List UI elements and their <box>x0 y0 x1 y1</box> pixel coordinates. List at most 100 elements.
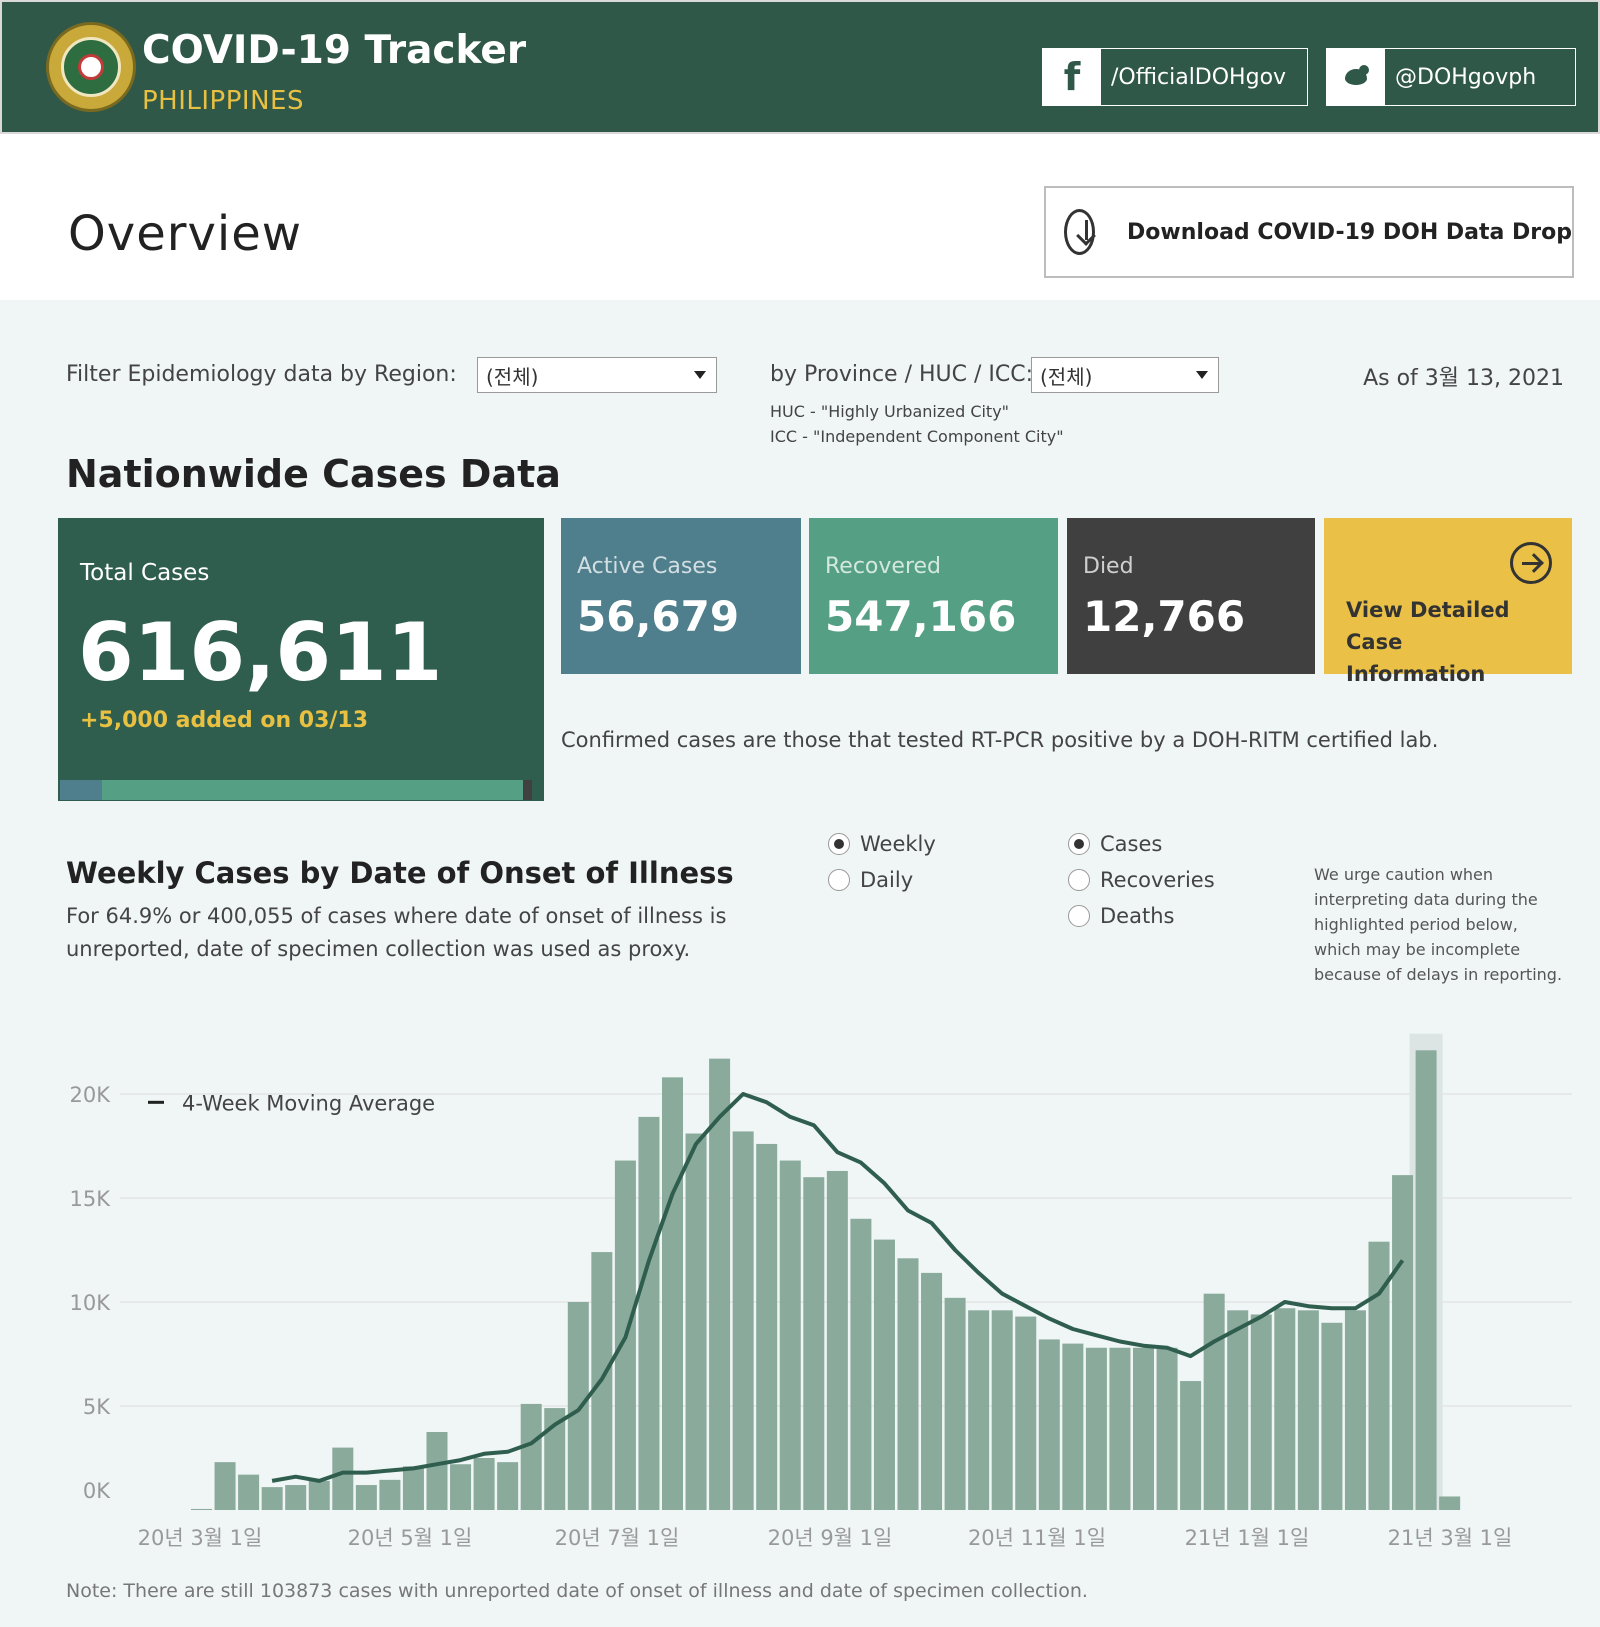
bar <box>191 1508 212 1510</box>
confirmed-cases-note: Confirmed cases are those that tested RT… <box>561 728 1439 752</box>
bar <box>709 1058 731 1510</box>
province-filter-label: by Province / HUC / ICC: <box>770 362 1034 387</box>
province-select[interactable]: (전체) <box>1031 357 1219 393</box>
x-tick-label: 21년 3월 1일 <box>1388 1526 1513 1550</box>
x-tick-label: 21년 1월 1일 <box>1185 1526 1310 1550</box>
province-select-value: (전체) <box>1040 364 1093 389</box>
as-of-date: As of 3월 13, 2021 <box>1363 366 1564 391</box>
bar <box>1062 1343 1084 1510</box>
recovered-share-segment <box>102 780 523 800</box>
radio-cases[interactable]: Cases <box>1068 832 1162 856</box>
bar <box>379 1479 401 1510</box>
radio-daily[interactable]: Daily <box>828 868 913 892</box>
radio-deaths-label: Deaths <box>1100 904 1175 928</box>
bar <box>850 1218 872 1510</box>
view-detailed-label: View Detailed Case Information <box>1346 598 1510 686</box>
bar <box>402 1466 424 1510</box>
arrow-right-circle-icon <box>1510 542 1552 584</box>
chevron-down-icon <box>1196 371 1208 379</box>
bar <box>1085 1347 1107 1510</box>
bar <box>1203 1293 1225 1510</box>
caution-note: We urge caution when interpreting data d… <box>1314 865 1563 984</box>
bar <box>332 1447 354 1510</box>
bar <box>803 1177 825 1510</box>
bar <box>1180 1381 1202 1510</box>
bar <box>238 1474 260 1510</box>
region-select[interactable]: (전체) <box>477 357 717 393</box>
active-cases-card: Active Cases 56,679 <box>561 518 801 674</box>
twitter-icon <box>1327 49 1385 105</box>
bar <box>921 1272 943 1510</box>
legend-label: 4-Week Moving Average <box>182 1091 435 1115</box>
y-tick-label: 5K <box>83 1395 111 1419</box>
y-tick-label: 0K <box>83 1479 111 1503</box>
recovered-label: Recovered <box>825 554 942 579</box>
facebook-link[interactable]: f /OfficialDOHgov <box>1042 48 1308 106</box>
bar <box>1038 1339 1060 1510</box>
recovered-value: 547,166 <box>825 592 1017 641</box>
bar <box>1109 1347 1131 1510</box>
bar <box>1133 1347 1154 1510</box>
died-card: Died 12,766 <box>1067 518 1315 674</box>
bar <box>1250 1314 1272 1510</box>
recovered-card: Recovered 547,166 <box>809 518 1058 674</box>
x-tick-label: 20년 3월 1일 <box>138 1526 263 1550</box>
radio-deaths[interactable]: Deaths <box>1068 904 1174 928</box>
app-header: COVID-19 Tracker PHILIPPINES f /Official… <box>0 0 1600 134</box>
chart-footnote: Note: There are still 103873 cases with … <box>66 1580 1088 1602</box>
y-tick-label: 10K <box>70 1291 112 1315</box>
x-tick-label: 20년 11월 1일 <box>968 1526 1106 1550</box>
facebook-handle: /OfficialDOHgov <box>1111 64 1287 90</box>
bar <box>308 1480 330 1510</box>
died-value: 12,766 <box>1083 592 1246 641</box>
download-icon <box>1064 209 1096 255</box>
bar <box>779 1160 801 1510</box>
cases-composition-bar <box>60 780 532 800</box>
bar <box>1321 1322 1343 1510</box>
chevron-down-icon <box>694 371 706 379</box>
total-cases-card: Total Cases 616,611 +5,000 added on 03/1… <box>58 518 544 801</box>
bar <box>873 1239 895 1510</box>
bar <box>497 1462 519 1510</box>
radio-dot-icon <box>828 833 850 855</box>
bar <box>1227 1310 1249 1510</box>
bar <box>567 1302 589 1510</box>
region-filter-label: Filter Epidemiology data by Region: <box>66 362 457 387</box>
radio-weekly[interactable]: Weekly <box>828 832 936 856</box>
region-select-value: (전체) <box>486 364 539 389</box>
bar <box>473 1458 495 1510</box>
bar <box>1297 1310 1319 1510</box>
download-label: Download COVID-19 DOH Data Drop <box>1127 219 1572 245</box>
bar <box>1415 1050 1437 1510</box>
total-cases-label: Total Cases <box>80 560 210 586</box>
x-tick-label: 20년 5월 1일 <box>348 1526 473 1550</box>
radio-recoveries[interactable]: Recoveries <box>1068 868 1215 892</box>
bar <box>355 1485 377 1510</box>
bar <box>897 1258 919 1510</box>
bar <box>826 1170 848 1510</box>
bar <box>520 1403 542 1510</box>
view-detailed-case-button[interactable]: View Detailed Case Information <box>1324 518 1572 686</box>
nationwide-section-title: Nationwide Cases Data <box>66 452 561 496</box>
download-data-button[interactable]: Download COVID-19 DOH Data Drop <box>1044 186 1574 278</box>
radio-dot-icon <box>1068 905 1090 927</box>
bar <box>1015 1316 1037 1510</box>
bar <box>544 1408 566 1510</box>
bar <box>638 1116 660 1510</box>
bar <box>968 1310 990 1510</box>
radio-recoveries-label: Recoveries <box>1100 868 1215 892</box>
y-tick-label: 15K <box>70 1187 112 1211</box>
bar <box>1392 1175 1414 1510</box>
bar <box>214 1462 236 1510</box>
weekly-chart-description: For 64.9% or 400,055 of cases where date… <box>66 900 726 966</box>
radio-daily-label: Daily <box>860 868 914 892</box>
moving-average-line <box>271 1092 1405 1483</box>
icc-note: ICC - "Independent Component City" <box>770 427 1064 446</box>
weekly-cases-chart: 0K 5K 10K 15K 20K 4-Week Moving Average 20년 3월… <box>70 1033 1572 1550</box>
active-cases-label: Active Cases <box>577 554 718 579</box>
twitter-link[interactable]: @DOHgovph <box>1326 48 1576 106</box>
app-subtitle: PHILIPPINES <box>142 86 304 116</box>
radio-weekly-label: Weekly <box>860 832 936 856</box>
bar <box>261 1487 283 1510</box>
bar <box>662 1077 683 1510</box>
